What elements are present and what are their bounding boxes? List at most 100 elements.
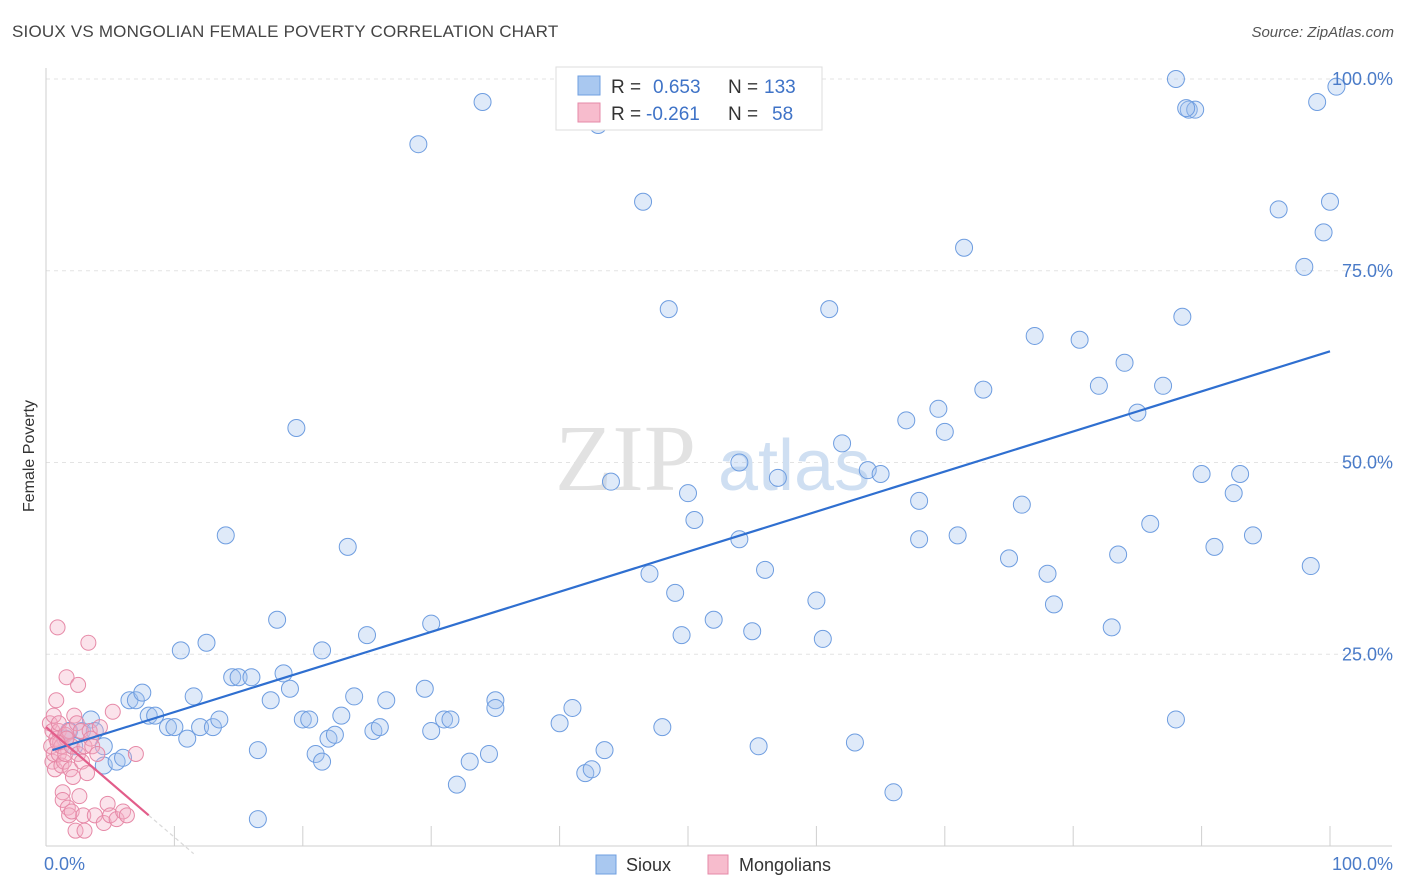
point-sioux	[845, 733, 864, 752]
point-sioux	[216, 526, 235, 545]
legend-n-mongolians: 58	[772, 104, 793, 125]
gridlines	[46, 78, 1392, 655]
point-sioux	[563, 698, 582, 717]
point-sioux	[948, 526, 967, 545]
legend-n-label-sioux: N =	[728, 77, 758, 98]
point-sioux	[280, 679, 299, 698]
bottom-legend-label-mongolians: Mongolians	[739, 855, 831, 875]
watermark-atlas: atlas	[718, 426, 870, 506]
point-sioux	[1000, 549, 1018, 568]
point-sioux	[415, 679, 434, 698]
point-sioux	[473, 93, 492, 112]
point-sioux	[306, 744, 325, 763]
point-sioux	[300, 710, 319, 729]
axes	[45, 68, 1392, 847]
point-mongolians	[127, 745, 144, 762]
stats-legend: R = 0.653 N = 133 R = -0.261 N = 58	[555, 66, 823, 131]
point-sioux	[460, 752, 479, 771]
tick-labels: 25.0% 50.0% 75.0% 100.0% 0.0% 100.0%	[44, 69, 1393, 874]
point-sioux	[807, 591, 826, 610]
legend-swatch-sioux	[577, 75, 601, 96]
point-sioux	[1141, 514, 1160, 533]
point-sioux	[1025, 326, 1044, 345]
legend-r-label-sioux: R =	[611, 77, 641, 98]
point-mongolians	[80, 634, 97, 651]
trend-lines	[45, 350, 1331, 855]
point-sioux	[409, 135, 428, 154]
point-sioux	[884, 783, 903, 802]
y-tick-label-75: 75.0%	[1342, 261, 1393, 281]
point-sioux	[653, 718, 672, 737]
point-sioux	[672, 626, 691, 645]
point-sioux	[634, 192, 653, 211]
x-tick-label-max: 100.0%	[1332, 854, 1393, 874]
point-sioux	[325, 725, 344, 744]
point-sioux	[261, 691, 280, 710]
point-sioux	[1301, 557, 1320, 576]
point-mongolians	[49, 619, 66, 636]
point-sioux	[229, 668, 248, 687]
data-points	[41, 70, 1346, 839]
point-sioux	[685, 511, 704, 530]
point-sioux	[582, 760, 601, 779]
point-sioux	[768, 468, 787, 487]
point-sioux	[447, 775, 466, 794]
point-sioux	[377, 691, 396, 710]
bottom-legend-swatch-sioux	[595, 854, 617, 875]
point-sioux	[679, 484, 697, 503]
point-sioux	[1308, 93, 1327, 112]
point-sioux	[370, 718, 389, 737]
trend-extension-mongolians	[148, 814, 195, 855]
point-sioux	[743, 622, 762, 641]
trend-line-sioux	[52, 350, 1331, 752]
bottom-legend-label-sioux: Sioux	[626, 855, 671, 875]
point-sioux	[1173, 307, 1192, 326]
point-sioux	[1314, 223, 1333, 242]
point-sioux	[666, 583, 685, 602]
point-sioux	[1166, 710, 1185, 729]
legend-n-sioux: 133	[764, 77, 796, 98]
point-sioux	[1327, 77, 1346, 96]
legend-swatch-mongolians	[577, 102, 601, 123]
point-sioux	[1205, 537, 1224, 556]
legend-r-sioux: 0.653	[653, 77, 701, 98]
point-sioux	[974, 380, 993, 399]
trend-line-mongolians	[45, 726, 150, 817]
point-sioux	[1102, 618, 1121, 637]
y-axis-title: Female Poverty	[21, 400, 38, 512]
point-sioux	[126, 691, 145, 710]
point-sioux	[1089, 376, 1108, 395]
point-sioux	[1012, 495, 1031, 514]
point-sioux	[338, 537, 357, 556]
point-sioux	[756, 560, 775, 579]
legend-r-label-mongolians: R =	[611, 104, 641, 125]
point-sioux	[358, 626, 376, 645]
point-sioux	[929, 399, 948, 418]
point-sioux	[1224, 484, 1243, 503]
point-sioux	[1177, 99, 1196, 118]
watermark-zip: ZIP	[555, 407, 696, 511]
point-sioux	[422, 721, 441, 740]
point-mongolians	[70, 676, 87, 693]
point-sioux	[293, 710, 312, 729]
point-sioux	[659, 300, 678, 319]
point-sioux	[1070, 330, 1089, 349]
point-mongolians	[58, 669, 75, 686]
point-sioux	[813, 629, 832, 648]
point-sioux	[184, 687, 203, 706]
point-mongolians	[64, 768, 81, 785]
point-mongolians	[118, 807, 135, 824]
legend-r-mongolians: -0.261	[646, 104, 700, 125]
point-sioux	[1231, 465, 1250, 484]
point-sioux	[704, 610, 723, 629]
point-sioux	[910, 491, 929, 510]
point-sioux	[210, 710, 229, 729]
point-sioux	[601, 472, 620, 491]
point-sioux	[248, 741, 267, 760]
point-mongolians	[89, 745, 106, 762]
point-sioux	[1321, 192, 1339, 211]
point-sioux	[191, 718, 210, 737]
x-tick-label-min: 0.0%	[44, 854, 85, 874]
point-sioux	[1128, 403, 1147, 422]
